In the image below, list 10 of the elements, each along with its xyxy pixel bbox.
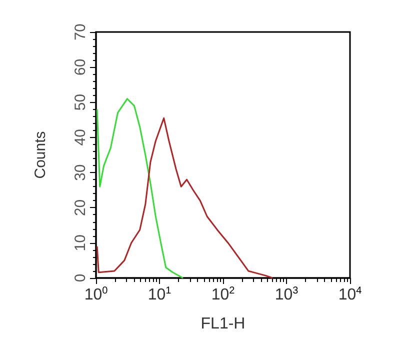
y-tick-label: 30 — [72, 164, 89, 181]
y-axis-title: Counts — [32, 131, 49, 179]
y-tick-label: 60 — [72, 58, 89, 76]
y-tick-label: 20 — [72, 199, 89, 216]
y-tick-label: 10 — [72, 234, 89, 252]
y-tick-label: 50 — [72, 94, 89, 111]
y-tick-label: 40 — [72, 129, 89, 146]
y-tick-label: 70 — [72, 24, 89, 40]
x-axis-title: FL1-H — [200, 316, 246, 332]
y-tick-label: 0 — [72, 274, 89, 282]
